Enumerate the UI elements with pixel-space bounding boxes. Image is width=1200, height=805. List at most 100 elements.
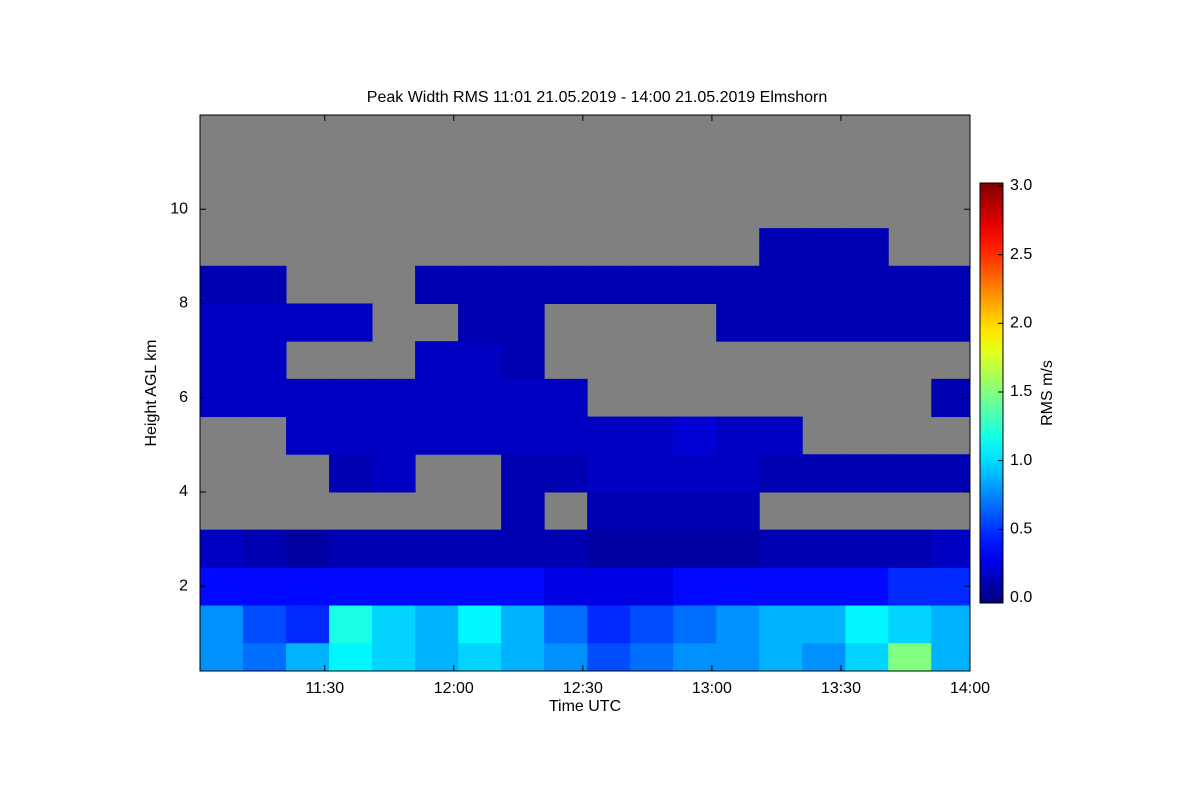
cell [673,567,717,606]
cell [286,303,330,342]
colorbar [979,182,1004,604]
cell [415,529,459,568]
cell [931,642,970,671]
cell [544,378,588,418]
cell [716,642,760,671]
cell [759,567,803,606]
cell [501,605,545,644]
cell [630,567,674,606]
cell [931,454,970,493]
cell [931,605,970,644]
colorbar-tick-label: 0.5 [1010,521,1032,538]
cell [286,567,330,606]
cell [759,642,803,671]
cell [716,491,760,531]
y-axis-label: Height AGL km [143,339,160,446]
cell [329,567,373,606]
cell [630,529,674,568]
cell [630,454,674,493]
cell [544,642,588,671]
cell [372,378,416,418]
plot-frame [199,114,971,672]
cell [243,605,287,644]
cell [587,605,631,644]
cell [458,567,502,606]
cell [501,378,545,418]
colorbar-tick-label: 1.5 [1010,383,1032,400]
cell [200,303,244,342]
cell [544,605,588,644]
cell [501,416,545,455]
cell [329,378,373,418]
cell [458,416,502,455]
cell [759,605,803,644]
cell [286,529,330,568]
cell [845,605,889,644]
cell [544,567,588,606]
cell [200,529,244,568]
cell [501,265,545,304]
cell [544,454,588,493]
cell [243,341,287,380]
cell [802,529,846,568]
cell [329,605,373,644]
cell [200,378,244,418]
cell [458,605,502,644]
cell [673,491,717,531]
cell [716,605,760,644]
cell [200,265,244,304]
colorbar-tick-label: 2.0 [1010,315,1032,332]
cell [845,454,889,493]
cell [802,567,846,606]
cell [802,605,846,644]
cell [587,491,631,531]
cell [329,303,373,342]
cell [501,567,545,606]
cell [931,303,970,342]
cell [888,605,932,644]
cell [501,529,545,568]
cell [587,454,631,493]
cell [329,454,373,493]
cell [243,378,287,418]
cell [845,228,889,267]
cell [673,454,717,493]
cell [587,529,631,568]
x-tick-label: 11:30 [305,680,344,697]
cell [415,265,459,304]
cell [501,454,545,493]
colorbar-tick-label: 1.0 [1010,452,1032,469]
cell [458,303,502,342]
cell [802,454,846,493]
cell [587,265,631,304]
cell [415,378,459,418]
cell [243,529,287,568]
x-tick-label: 14:00 [950,680,990,697]
cell [415,605,459,644]
cell [243,303,287,342]
cell [544,416,588,455]
cell [243,265,287,304]
cell [286,378,330,418]
cell [716,454,760,493]
y-tick-label: 4 [179,483,188,500]
cell [931,567,970,606]
cell [845,642,889,671]
x-tick-label: 12:30 [563,680,603,697]
cell [716,529,760,568]
cell [630,491,674,531]
cell [372,605,416,644]
cell [802,228,846,267]
cell [243,567,287,606]
colorbar-tick-label: 2.5 [1010,246,1032,263]
cell [458,265,502,304]
cell [587,416,631,455]
cell [243,642,287,671]
cell [458,378,502,418]
cell [329,416,373,455]
cell [501,491,545,531]
cell [888,265,932,304]
cell [759,454,803,493]
y-tick-label: 10 [170,200,188,217]
